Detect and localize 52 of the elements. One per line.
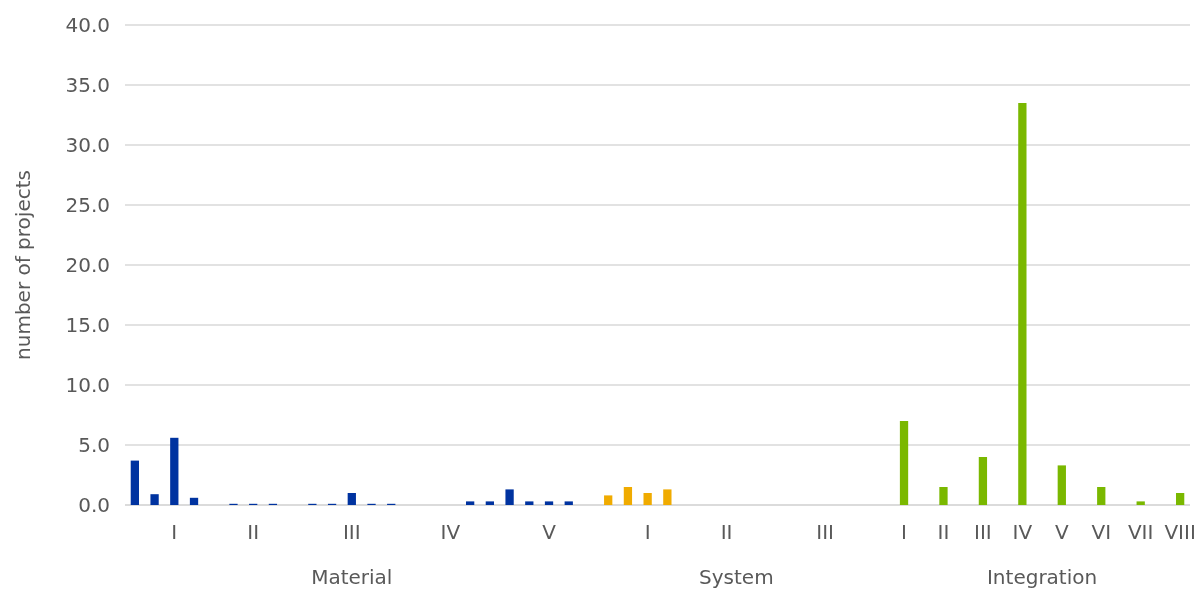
x-tick-label: I [644,520,651,544]
y-axis-title: number of projects [11,170,35,360]
x-tick-label: V [542,520,557,544]
y-tick-label: 25.0 [65,193,110,217]
bar [347,493,356,505]
bar [663,489,672,505]
x-tick-label: III [342,520,361,544]
y-tick-label: 5.0 [78,433,110,457]
bar [1018,103,1027,505]
bar [525,501,534,505]
y-tick-label: 30.0 [65,133,110,157]
x-tick-label: V [1054,520,1069,544]
bar [1097,487,1106,505]
text: System [699,565,774,589]
y-tick-label: 15.0 [65,313,110,337]
bar [1136,501,1145,505]
bar [1057,465,1066,505]
x-tick-label: IV [440,520,461,544]
text: Material [311,565,393,589]
bar [505,489,514,505]
bar [643,493,652,505]
x-tick-label: VI [1091,520,1112,544]
x-tick-label: IV [1012,520,1033,544]
y-tick-label: 0.0 [78,493,110,517]
y-tick-label: 40.0 [65,13,110,37]
bar [466,501,475,505]
bar [150,494,159,505]
x-tick-label: I [171,520,178,544]
y-tick-label: 10.0 [65,373,110,397]
x-tick-label: I [901,520,907,544]
bar [485,501,494,505]
bar [978,457,988,505]
bar [170,437,179,505]
x-tick-label: III [816,520,834,544]
x-tick-label: II [720,520,733,544]
x-tick-label: VII [1127,520,1154,544]
bar [623,487,633,505]
bar [1176,493,1185,505]
bar [189,497,199,505]
bar [604,495,613,505]
x-tick-label: VIII [1164,520,1195,544]
text: Integration [986,565,1098,589]
bar [939,487,948,505]
x-tick-label: II [937,520,950,544]
x-tick-label: II [247,520,260,544]
bar [130,460,139,505]
y-tick-label: 20.0 [65,253,110,277]
bar [899,421,909,505]
bar [564,501,573,505]
y-tick-label: 35.0 [65,73,110,97]
bar [544,501,554,505]
x-tick-label: III [974,520,992,544]
